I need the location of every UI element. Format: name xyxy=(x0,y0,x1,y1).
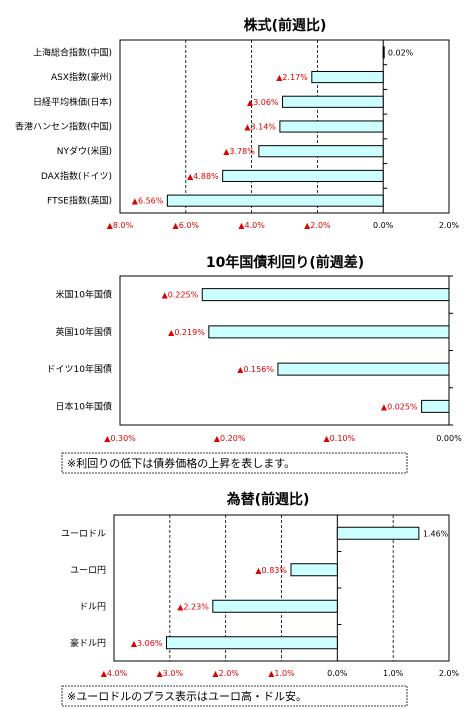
value-label: 0.02% xyxy=(388,48,414,57)
note-text: ※利回りの低下は債券価格の上昇を表します。 xyxy=(67,456,295,470)
category-label: ASX指数(豪州) xyxy=(51,71,112,83)
x-tick-label: ▲2.0% xyxy=(304,221,331,230)
x-tick-label: ▲4.0% xyxy=(238,221,265,230)
value-label: ▲3.14% xyxy=(244,123,276,132)
value-label: ▲3.06% xyxy=(247,98,279,107)
x-tick-label: ▲0.10% xyxy=(324,434,356,443)
chart-1: 株式(前週比) 上海総合指数(中国) 0.02% ASX指数(豪州) ▲2.17% 日経平… xyxy=(15,17,460,230)
x-tick-label: 0.00% xyxy=(436,434,462,443)
bar xyxy=(336,526,420,540)
x-tick-label: 2.0% xyxy=(439,669,460,678)
bar xyxy=(311,71,384,84)
plot-area xyxy=(119,39,450,214)
value-label: ▲3.78% xyxy=(223,147,255,156)
bar xyxy=(258,145,384,158)
category-label: DAX指数(ドイツ) xyxy=(41,170,112,182)
bar xyxy=(201,288,450,302)
value-label: ▲0.219% xyxy=(168,328,205,337)
bar xyxy=(165,636,338,650)
x-tick-label: 0.0% xyxy=(327,669,348,678)
bar xyxy=(166,194,384,207)
category-label: 日本10年国債 xyxy=(56,400,112,412)
category-label: ユーロドル xyxy=(61,529,106,539)
bar xyxy=(222,169,384,182)
category-label: ドル円 xyxy=(79,601,106,612)
value-label: ▲2.17% xyxy=(276,73,308,82)
bar xyxy=(208,325,450,339)
x-tick-label: ▲2.0% xyxy=(212,669,239,678)
bar xyxy=(290,563,338,577)
x-tick-label: ▲8.0% xyxy=(107,221,134,230)
x-tick-label: 2.0% xyxy=(439,221,460,230)
bar xyxy=(382,46,385,59)
value-label: ▲2.23% xyxy=(177,602,209,611)
bar xyxy=(212,599,338,613)
value-label: ▲4.88% xyxy=(187,172,219,181)
chart-title: 株式(前週比) xyxy=(244,17,327,34)
x-tick-label: ▲4.0% xyxy=(101,669,128,678)
value-label: ▲6.56% xyxy=(132,197,164,206)
chart-title: 為替(前週比) xyxy=(226,491,310,508)
value-label: 1.46% xyxy=(423,529,449,538)
value-label: ▲3.06% xyxy=(131,639,163,648)
category-label: FTSE指数(英国) xyxy=(47,195,112,207)
category-label: 香港ハンセン指数(中国) xyxy=(15,121,112,133)
x-tick-label: ▲1.0% xyxy=(268,669,295,678)
bar xyxy=(279,120,384,133)
value-label: ▲0.83% xyxy=(255,566,287,575)
category-label: 米国10年国債 xyxy=(56,289,112,301)
category-label: 上海総合指数(中国) xyxy=(33,46,112,58)
category-label: ユーロ円 xyxy=(70,565,106,576)
note-text: ※ユーロドルのプラス表示はユーロ高・ドル安。 xyxy=(67,689,307,703)
chart-3: 為替(前週比) ユーロドル 1.46% ユーロ円 ▲0.83% ドル円 ▲2.23% 豪ドル円… xyxy=(61,491,460,707)
x-tick-label: 0.0% xyxy=(373,221,394,230)
chart-2: 10年国債利回り(前週差) 米国10年国債 ▲0.225% 英国10年国債 ▲0.219… xyxy=(47,254,462,474)
category-label: 豪ドル円 xyxy=(70,637,106,649)
note-box xyxy=(61,685,408,707)
bar xyxy=(282,95,384,108)
x-tick-label: ▲0.30% xyxy=(104,434,136,443)
value-label: ▲0.025% xyxy=(381,402,418,411)
x-tick-label: ▲0.20% xyxy=(214,434,246,443)
value-label: ▲0.225% xyxy=(162,291,199,300)
bar xyxy=(421,399,450,413)
x-tick-label: 1.0% xyxy=(383,669,404,678)
chart-title: 10年国債利回り(前週差) xyxy=(206,254,364,271)
category-label: NYダウ(米国) xyxy=(57,145,112,157)
x-tick-label: ▲6.0% xyxy=(173,221,200,230)
value-label: ▲0.156% xyxy=(237,365,274,374)
note-box xyxy=(61,452,408,474)
category-label: 日経平均株価(日本) xyxy=(33,96,112,108)
category-label: ドイツ10年国債 xyxy=(47,363,112,375)
bar xyxy=(277,362,450,376)
x-tick-label: ▲3.0% xyxy=(157,669,184,678)
category-label: 英国10年国債 xyxy=(56,326,112,338)
